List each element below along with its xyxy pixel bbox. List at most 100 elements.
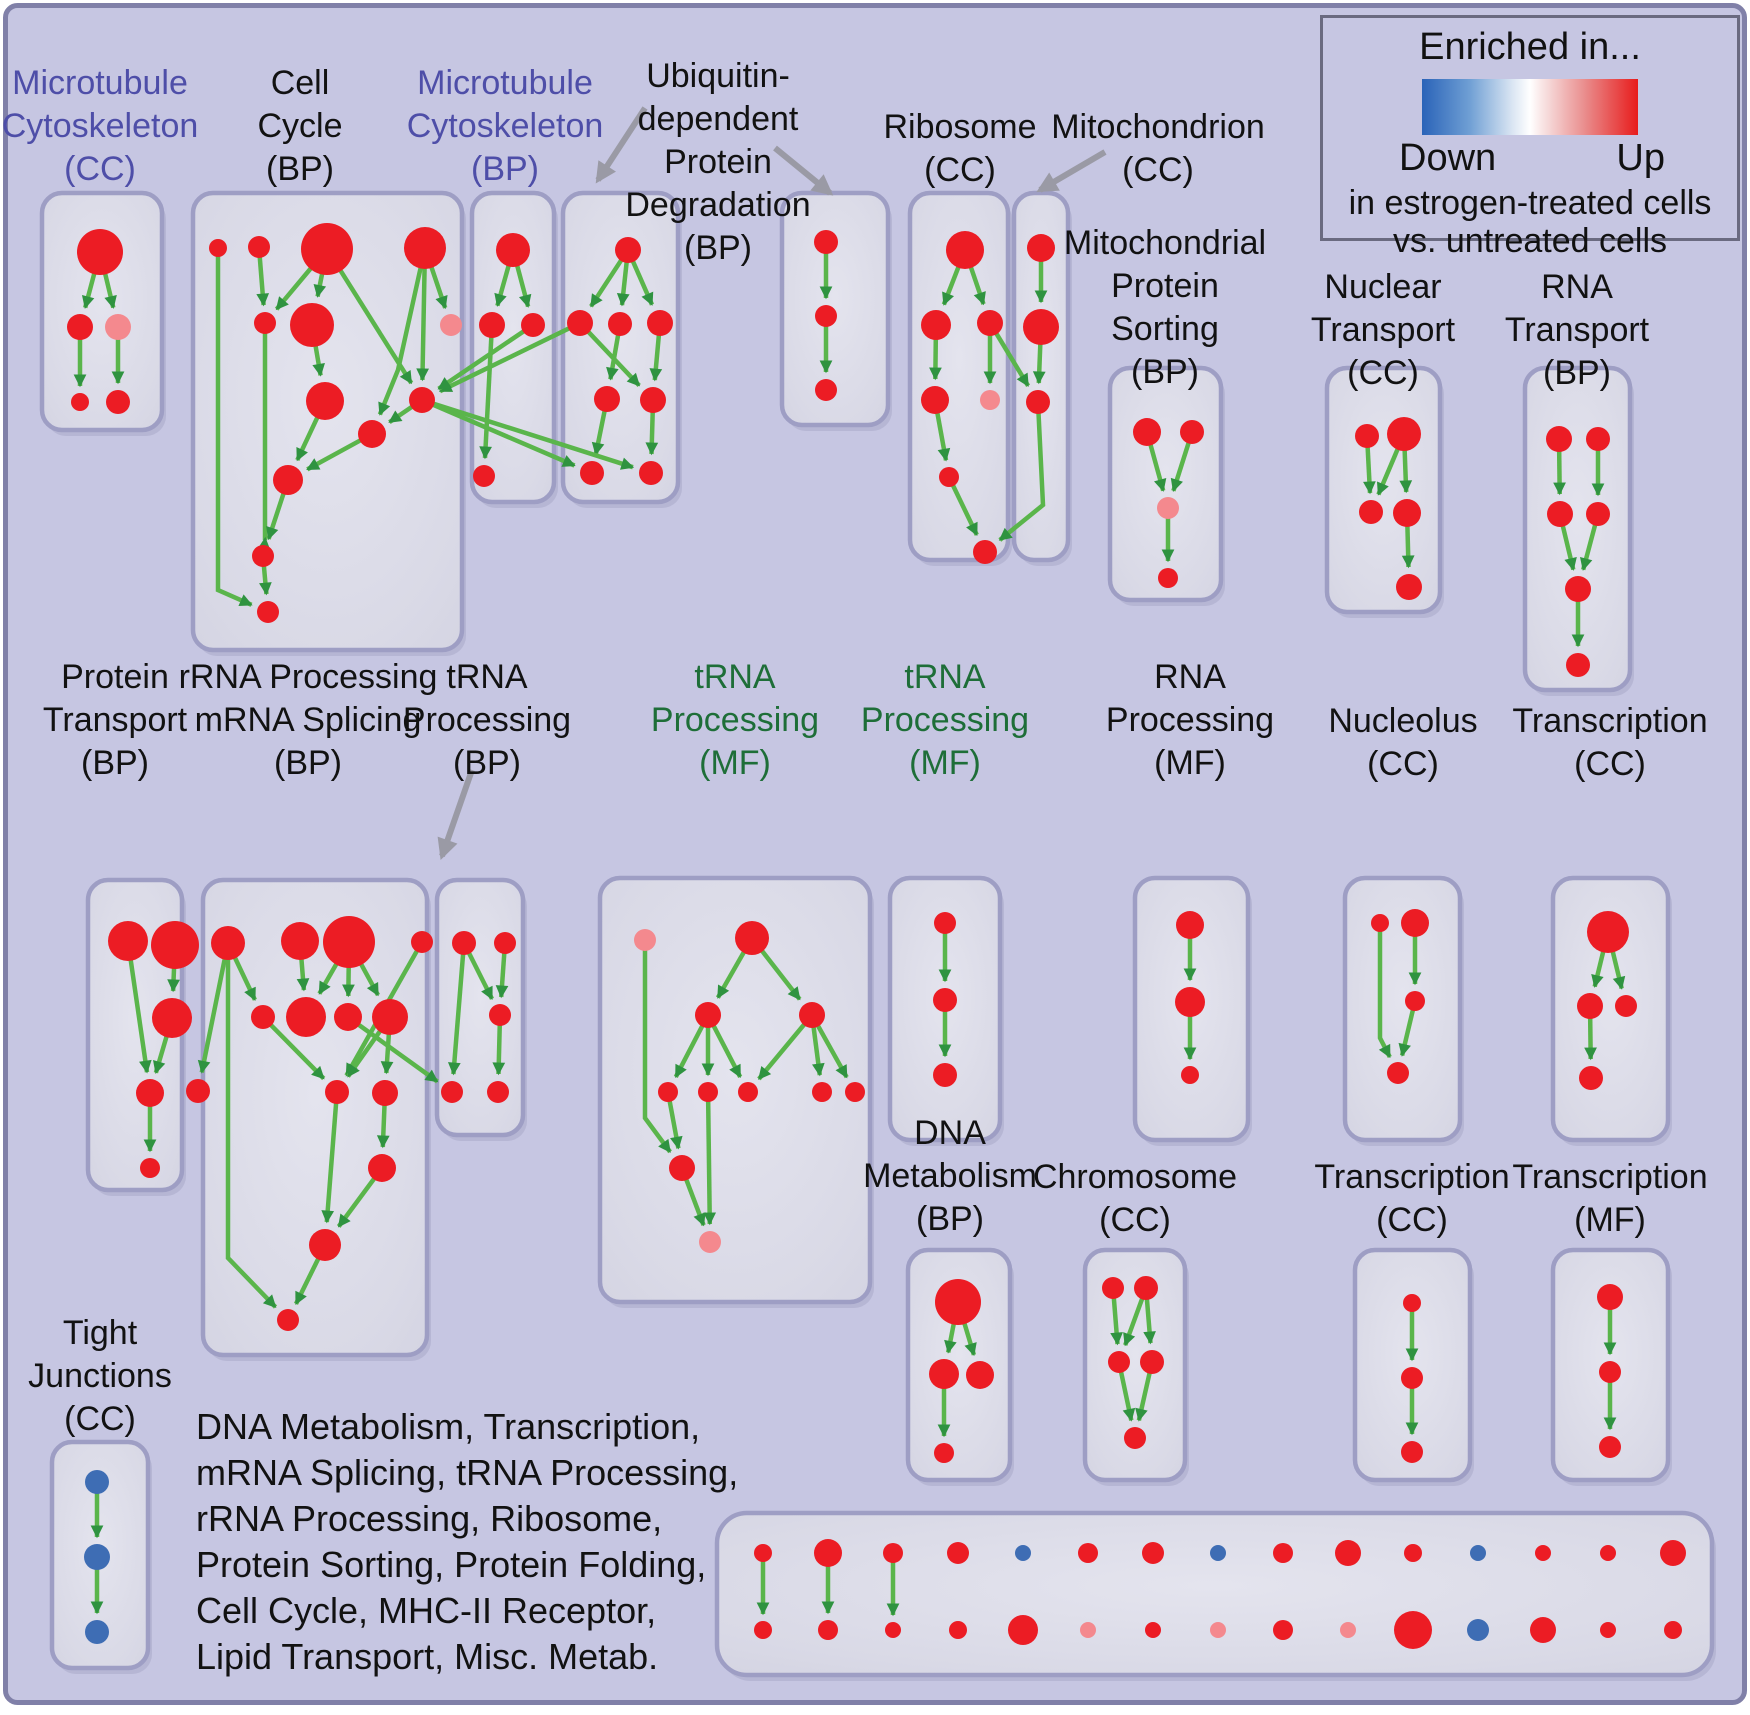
cluster-box-cc [190,190,465,653]
node-cc-n3 [301,223,353,275]
node-rt-e [1565,576,1591,602]
cluster-box-trnamf1 [597,875,873,1305]
matrix-node-top-9 [1273,1543,1293,1563]
node-dnam-bot [934,1443,954,1463]
node-rib-big [946,231,984,269]
node-ubi1-b1 [580,461,604,485]
cluster-box-mps [1107,365,1224,603]
node-chrom-mr [1140,1350,1164,1374]
edge-arrow [990,326,1031,387]
edge-arrow [1123,1291,1147,1347]
node-cc-n12 [257,601,279,623]
edge-arrow [225,949,278,1309]
node-cc-n9 [358,420,386,448]
node-rib-low2 [939,467,959,487]
node-rrna-e [277,1309,299,1331]
node-mps-t2 [1180,420,1204,444]
misc-cluster-list: DNA Metabolism, Transcription, mRNA Spli… [196,1404,738,1680]
edge-arrow [336,1171,381,1228]
node-cc-n4 [404,227,446,269]
node-mito-m1 [1027,234,1055,262]
edge-arrow [645,405,659,456]
edge-arrow [346,1021,388,1078]
node-rrna-right [372,999,408,1035]
edge-arrow [126,948,152,1074]
node-pt-b [140,1158,160,1178]
node-rib-mL [921,310,951,340]
misc-line: DNA Metabolism, Transcription, [196,1406,701,1447]
edge-arrow [1553,444,1566,496]
cluster-label-nt: Nuclear Transport (CC) [1310,268,1456,392]
cluster-label-tcc2: Transcription (CC) [1512,702,1708,783]
edge-arrow [673,1018,708,1079]
cluster-label-mtbp: Microtubule Cytoskeleton (BP) [406,64,604,188]
node-cc-n1 [209,239,227,257]
cluster-label-pt: Protein Transport (BP) [42,658,188,782]
edge-arrow [757,1017,811,1081]
matrix-node-bottom-2 [818,1620,838,1640]
edge-arrow [256,251,270,307]
edge-arrow [377,255,426,416]
legend-title: Enriched in... [1419,26,1641,68]
node-cc-n2 [248,236,270,258]
matrix-node-bottom-7 [1145,1622,1161,1638]
node-mtbp-top [496,233,530,267]
node-nt-b [1387,417,1421,451]
node-trnabp-d2 [487,1081,509,1103]
node-mito-m2 [1023,309,1059,345]
cluster-label-mtcc: Microtubule Cytoskeleton (CC) [1,64,199,188]
edge-arrow [306,434,369,472]
cluster-label-dnam: DNA Metabolism (BP) [863,1114,1037,1238]
edge-arrow [642,944,672,1154]
legend-line1: in estrogen-treated cells [1348,184,1712,222]
node-ubi1-r2a [567,310,593,336]
node-mtbp-cR [521,313,545,337]
node-ubi1-r2c [647,310,673,336]
cluster-label-trnamf2: tRNA Processing (MF) [860,658,1030,782]
node-rrna-t1 [211,926,245,960]
edge-arrow [948,479,979,537]
node-tj-v3 [85,1620,109,1644]
node-cc-n6 [290,303,334,347]
cluster-box-ubi1 [560,190,681,505]
edge-arrow [703,1095,717,1226]
cluster-label-rrna: rRNA Processing mRNA Splicing (BP) [178,658,438,782]
matrix-node-top-8 [1210,1545,1226,1561]
edge-arrow [1146,436,1167,492]
cluster-label-tmf: Transcription (MF) [1512,1158,1708,1239]
node-trnamf2-v2 [933,988,957,1012]
node-mtcc-B [67,314,93,340]
matrix-node-top-7 [1142,1542,1164,1564]
cluster-label-tj: Tight Junctions (CC) [28,1314,172,1438]
node-cc-n10 [273,465,303,495]
edge-arrow [1584,1011,1597,1061]
matrix-node-top-11 [1404,1544,1422,1562]
node-rnap-v1 [1176,911,1204,939]
matrix-node-top-5 [1015,1545,1031,1561]
cluster-label-chrom: Chromosome (CC) [1032,1158,1238,1239]
node-rt-f [1566,653,1590,677]
node-nt-c [1359,500,1383,524]
cluster-label-rnap: RNA Processing (MF) [1105,658,1275,782]
edge-arrow [351,1018,439,1084]
edge-arrow [606,328,622,381]
edge-arrow [264,1018,326,1081]
node-rib-bot [973,540,997,564]
edge-arrow [1117,1365,1136,1422]
cluster-box-dnam [905,1247,1013,1483]
edge-arrow [197,949,229,1074]
edge-arrow [591,403,609,456]
misc-line: Protein Sorting, Protein Folding, [196,1544,707,1585]
node-ubi1-r2b [608,312,632,336]
edge-arrow [438,323,577,394]
node-rrna-bb [372,1080,398,1106]
node-nt-a [1355,424,1379,448]
cluster-box-mtcc [39,190,165,433]
node-dnam-r [966,1361,994,1389]
edge-arrow [425,400,576,468]
node-rrna-c [368,1154,396,1182]
matrix-node-bottom-11 [1394,1611,1432,1649]
edge-arrow [1170,435,1193,493]
edge-arrow [649,327,663,382]
